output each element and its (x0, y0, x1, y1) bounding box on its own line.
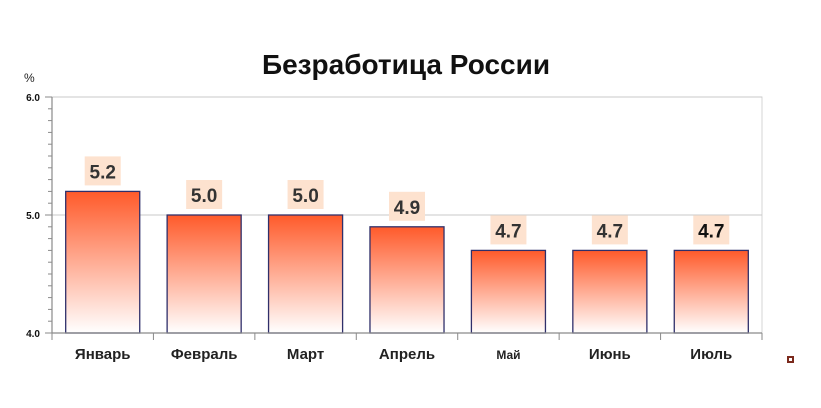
data-label-box (591, 215, 628, 245)
data-label: 4.9 (394, 198, 420, 219)
data-label: 4.7 (495, 221, 521, 242)
labels-layer: 5.2 5.0 5.0 4.9 4.7 4.7 4.7 (84, 156, 730, 245)
bar (369, 226, 445, 334)
corner-mark-rect-inner (789, 358, 792, 361)
data-label-box (389, 191, 425, 221)
y-unit-label: % (24, 71, 35, 85)
data-label: 5.0 (191, 186, 217, 207)
axes-layer: 4.0 5.0 6.0 Январь Февраль Март Апрель Май Июнь И… (26, 93, 763, 363)
x-tick-label: Март (287, 346, 324, 363)
bar (267, 214, 344, 334)
data-label-box (186, 180, 223, 209)
x-tick-label: Апрель (379, 346, 435, 363)
x-tick-label: Февраль (171, 346, 238, 363)
data-label-box (693, 215, 730, 245)
bar (470, 249, 547, 334)
data-label-box (287, 180, 324, 209)
data-label-box (490, 215, 527, 245)
bar (572, 249, 648, 334)
data-label-box (84, 156, 121, 186)
x-tick-label: Июнь (589, 346, 631, 363)
bar (673, 249, 749, 334)
y-tick-label: 6.0 (26, 93, 40, 104)
bars-layer (65, 190, 749, 334)
x-tick-label: Январь (75, 346, 131, 363)
y-tick-label: 4.0 (26, 329, 40, 340)
chart-title: Безработица России (262, 49, 550, 80)
data-label: 4.7 (597, 221, 623, 242)
corner-mark (787, 356, 794, 363)
data-label: 5.2 (90, 162, 116, 183)
y-tick-label: 5.0 (26, 211, 40, 222)
x-tick-label: Май (496, 348, 520, 362)
bar (65, 190, 141, 334)
data-label: 5.0 (292, 186, 318, 207)
data-label: 4.7 (698, 221, 724, 242)
x-tick-label: Июль (690, 346, 732, 363)
bar (166, 214, 242, 334)
